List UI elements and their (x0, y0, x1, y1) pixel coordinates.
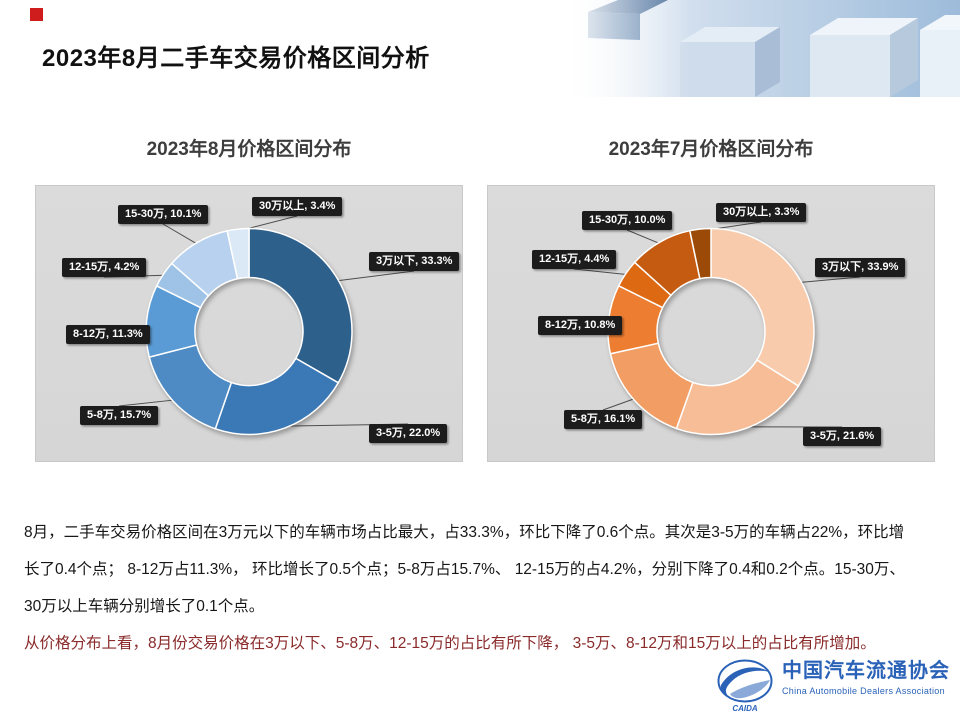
org-name-chinese: 中国汽车流通协会 (782, 660, 950, 682)
cada-emblem-icon: CAIDA (717, 659, 773, 713)
donut-august-svg (103, 215, 415, 436)
label-leader-line (573, 268, 628, 276)
donut-segment-3-5万 (675, 359, 800, 436)
page-title: 2023年8月二手车交易价格区间分析 (42, 45, 430, 72)
label-leader-line (602, 397, 636, 411)
analysis-text: 8月，二手车交易价格区间在3万元以下的车辆市场占比最大，占33.3%，环比下降了… (24, 514, 940, 662)
label-leader-line (336, 270, 415, 282)
data-label-august-12-15: 12-15万, 4.2% (62, 258, 147, 277)
data-label-july-3-5: 3-5万, 21.6% (803, 427, 882, 446)
label-leader-line (799, 276, 861, 283)
donut-chart-july: 3万以下, 33.9% 3-5万, 21.6% 5-8万, 16.1% 8-12… (487, 185, 935, 462)
data-label-july-under3: 3万以下, 33.9% (815, 258, 906, 277)
donut-chart-august: 3万以下, 33.3% 3-5万, 22.0% 5-8万, 15.7% 8-12… (35, 185, 463, 462)
donut-segment-5-8万 (148, 344, 233, 430)
label-leader-line (626, 229, 661, 245)
donut-segment-3万以下 (248, 227, 353, 384)
chart-title-july: 2023年7月价格区间分布 (608, 139, 814, 160)
chart-title-august: 2023年8月价格区间分布 (146, 139, 352, 160)
donut-segment-3万以下 (710, 227, 815, 387)
analysis-line-2: 长了0.4个点； 8-12万占11.3%， 环比增长了0.5个点；5-8万占15… (24, 561, 905, 578)
analysis-line-3: 30万以上车辆分别增长了0.1个点。 (24, 598, 265, 615)
corner-accent (30, 8, 43, 21)
donut-segment-30万以上 (688, 227, 712, 280)
data-label-august-3-5: 3-5万, 22.0% (369, 424, 448, 443)
label-leader-line (162, 223, 199, 245)
cada-logo: CAIDA 中国汽车流通协会 China Automobile Dealers … (716, 658, 950, 714)
data-label-july-5-8: 5-8万, 16.1% (564, 410, 643, 429)
analysis-line-1: 8月，二手车交易价格区间在3万元以下的车辆市场占比最大，占33.3%，环比下降了… (24, 524, 905, 541)
data-label-august-under3: 3万以下, 33.3% (369, 252, 460, 271)
data-label-august-5-8: 5-8万, 15.7% (80, 406, 159, 425)
org-name-english: China Automobile Dealers Association (782, 686, 945, 696)
data-label-august-8-12: 8-12万, 11.3% (66, 325, 150, 344)
data-label-july-15-30: 15-30万, 10.0% (582, 211, 673, 230)
data-label-august-over30: 30万以上, 3.4% (252, 197, 343, 216)
cada-logo-caption: CAIDA (732, 704, 758, 713)
label-leader-line (118, 399, 175, 407)
slide-header: 2023年8月二手车交易价格区间分析 (0, 0, 960, 97)
donut-july-svg (573, 221, 861, 436)
data-label-july-8-12: 8-12万, 10.8% (538, 316, 623, 335)
donut-segment-30万以上 (226, 227, 250, 280)
org-name-block: 中国汽车流通协会 China Automobile Dealers Associ… (782, 658, 950, 696)
data-label-july-12-15: 12-15万, 4.4% (532, 250, 617, 269)
header-decoration-image (560, 0, 960, 97)
data-label-august-15-30: 15-30万, 10.1% (118, 205, 209, 224)
analysis-line-4: 从价格分布上看，8月份交易价格在3万以下、5-8万、12-15万的占比有所下降，… (24, 635, 876, 652)
data-label-july-over30: 30万以上, 3.3% (716, 203, 807, 222)
